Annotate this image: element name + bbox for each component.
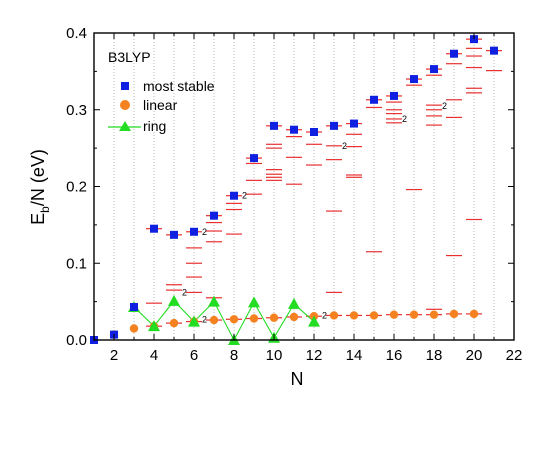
y-tick-label: 0.0 xyxy=(66,332,87,349)
y-tick-label: 0.2 xyxy=(66,179,87,196)
ring-line xyxy=(133,300,315,342)
degeneracy-label: 2 xyxy=(182,287,187,297)
linear-point xyxy=(209,315,219,325)
legend-linear-label: linear xyxy=(143,97,178,113)
most-stable-point xyxy=(210,211,218,220)
most-stable-point xyxy=(270,121,278,130)
legend: B3LYP most stable linear ring xyxy=(108,49,215,134)
most-stable-point xyxy=(490,46,498,55)
most-stable-point xyxy=(170,230,178,239)
y-axis-title: Eb/N (eV) xyxy=(28,149,52,225)
x-tick-label: 22 xyxy=(506,347,523,364)
most-stable-point xyxy=(230,191,238,200)
inset-label: B3LYP xyxy=(108,49,151,65)
legend-linear-marker xyxy=(120,100,130,110)
y-axis-title-rest: /N (eV) xyxy=(28,149,48,206)
x-tick-label: 2 xyxy=(110,347,118,364)
most-stable-point xyxy=(350,119,358,128)
x-tick-label: 6 xyxy=(190,347,198,364)
most-stable-point xyxy=(450,49,458,58)
most-stable-point xyxy=(330,121,338,130)
linear-point xyxy=(449,309,459,319)
degeneracy-label: 2 xyxy=(242,191,247,201)
data-series xyxy=(90,35,498,345)
legend-ring-label: ring xyxy=(143,118,166,134)
linear-point xyxy=(289,312,299,322)
degeneracy-label: 2 xyxy=(322,310,327,320)
degeneracy-label: 2 xyxy=(202,227,207,237)
linear-point xyxy=(169,318,179,328)
x-tick-label: 14 xyxy=(346,347,363,364)
x-tick-label: 18 xyxy=(426,347,443,364)
linear-point xyxy=(429,310,439,319)
most-stable-point xyxy=(190,227,198,236)
x-tick-label: 4 xyxy=(150,347,158,364)
degeneracy-label: 2 xyxy=(342,141,347,151)
ring-point xyxy=(188,315,200,327)
most-stable-point xyxy=(130,302,138,311)
most-stable-point xyxy=(150,224,158,233)
degeneracy-label: 2 xyxy=(442,101,447,111)
axis-ticks: 2 4 6 8 10 12 14 16 18 20 220.00.10.20.30.4 xyxy=(66,25,522,364)
grid-lines xyxy=(113,33,495,340)
linear-point xyxy=(229,315,239,324)
most-stable-point xyxy=(370,95,378,104)
y-tick-label: 0.3 xyxy=(66,102,87,119)
ring-point xyxy=(288,297,300,309)
svg-text:Eb/N (eV): Eb/N (eV) xyxy=(28,149,52,225)
ring-point xyxy=(208,295,220,307)
y-axis-title-sub: b xyxy=(38,206,52,213)
ring-point xyxy=(148,320,160,332)
linear-point xyxy=(369,311,379,320)
degeneracy-label: 2 xyxy=(402,114,407,124)
linear-point xyxy=(329,311,339,320)
legend-ring-marker xyxy=(119,121,131,131)
degeneracy-notes: 2 2 2 2 2 2 2 2 xyxy=(182,101,447,324)
y-tick-label: 0.1 xyxy=(66,255,87,272)
ring-point xyxy=(308,315,320,327)
ring-point xyxy=(248,296,260,308)
y-axis-title-base: E xyxy=(28,213,48,225)
ring-point xyxy=(168,294,180,306)
linear-point xyxy=(129,324,139,333)
x-tick-label: 20 xyxy=(466,347,483,364)
x-axis-title: N xyxy=(291,369,304,389)
most-stable-point xyxy=(430,65,438,74)
x-tick-label: 12 xyxy=(306,347,323,364)
linear-point xyxy=(409,310,419,319)
legend-most-stable-marker xyxy=(121,82,129,90)
linear-point xyxy=(249,314,259,323)
most-stable-point xyxy=(410,75,418,84)
x-tick-label: 16 xyxy=(386,347,403,364)
linear-point xyxy=(469,309,479,319)
legend-most-stable-label: most stable xyxy=(143,78,215,94)
most-stable-point xyxy=(470,35,478,44)
most-stable-point xyxy=(290,125,298,134)
y-tick-label: 0.4 xyxy=(66,25,87,42)
linear-point xyxy=(269,313,279,322)
x-tick-label: 8 xyxy=(230,347,238,364)
linear-point xyxy=(349,311,359,320)
linear-point xyxy=(389,310,399,319)
degeneracy-label: 2 xyxy=(202,314,207,324)
most-stable-point xyxy=(390,91,398,100)
most-stable-point xyxy=(250,154,258,163)
x-tick-label: 10 xyxy=(266,347,283,364)
most-stable-point xyxy=(310,128,318,137)
isomer-levels xyxy=(146,38,502,327)
